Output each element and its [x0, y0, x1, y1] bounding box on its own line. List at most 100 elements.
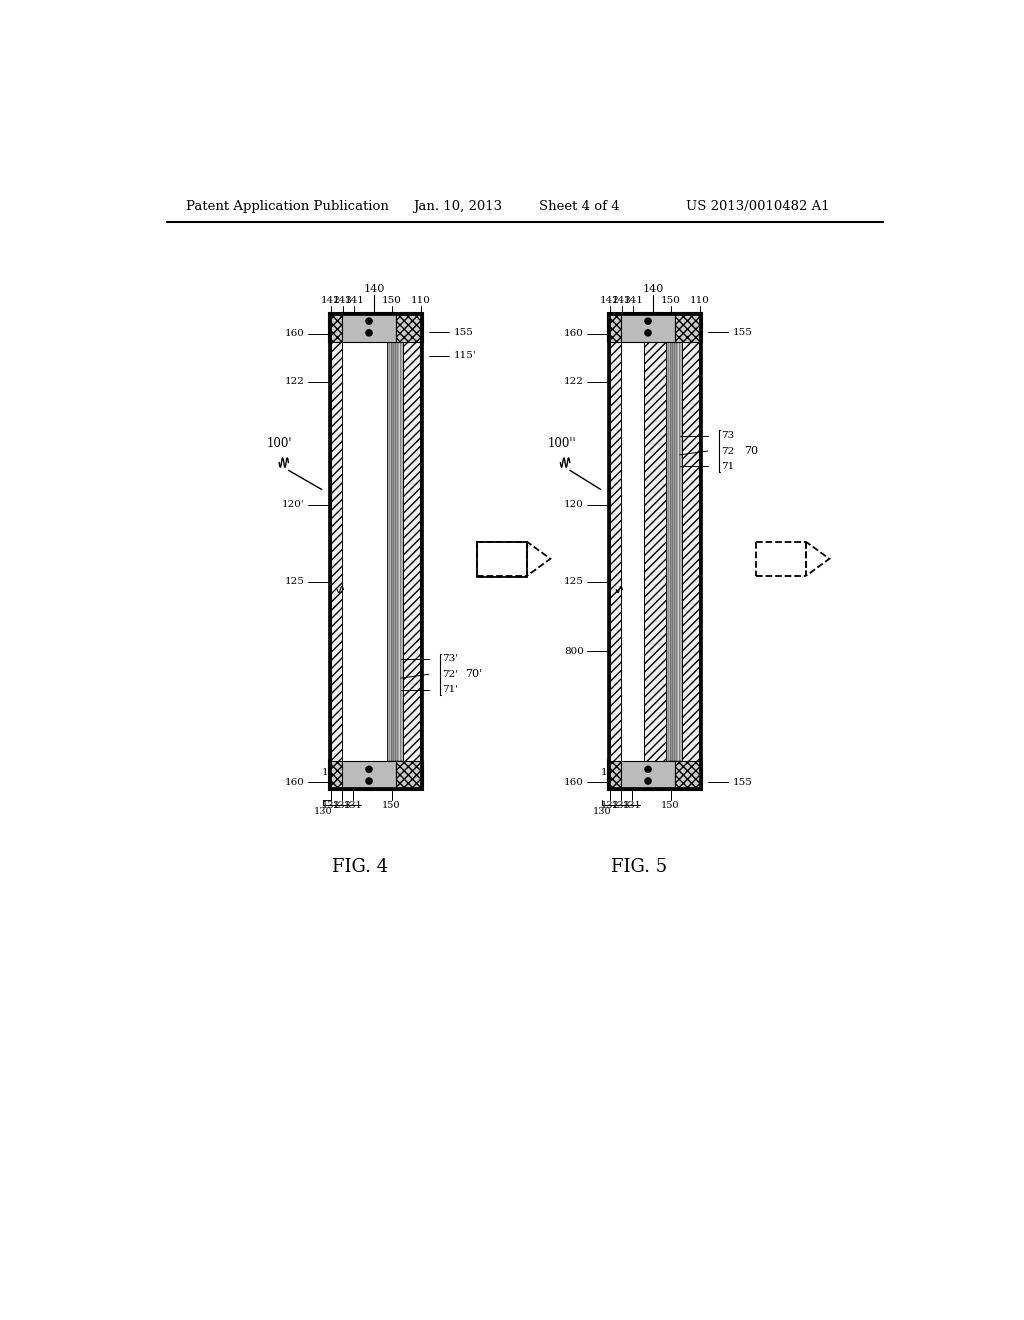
Text: 73': 73' — [442, 655, 458, 664]
Bar — [607, 313, 702, 315]
Bar — [342, 342, 387, 760]
Circle shape — [645, 777, 651, 784]
Bar — [328, 313, 331, 789]
Text: 72: 72 — [721, 446, 734, 455]
Bar — [391, 342, 394, 760]
Circle shape — [366, 330, 372, 337]
Bar — [477, 543, 527, 577]
Circle shape — [645, 766, 651, 772]
Bar — [394, 342, 396, 760]
Bar — [607, 313, 621, 342]
Bar — [678, 342, 680, 760]
Text: 121: 121 — [601, 768, 621, 777]
Text: 155: 155 — [732, 327, 753, 337]
Bar — [398, 342, 400, 760]
Text: 150: 150 — [662, 801, 680, 809]
Bar — [699, 313, 702, 789]
Text: 142: 142 — [600, 297, 620, 305]
Text: 133: 133 — [333, 801, 351, 809]
Text: 100': 100' — [266, 437, 292, 450]
Bar — [666, 342, 669, 760]
Text: Sheet 4 of 4: Sheet 4 of 4 — [539, 199, 620, 213]
Bar — [342, 760, 396, 789]
Text: 110: 110 — [690, 297, 710, 305]
Text: 70': 70' — [465, 669, 482, 680]
Bar — [477, 543, 527, 577]
Text: 140: 140 — [364, 284, 385, 294]
Circle shape — [366, 777, 372, 784]
Text: US 2013/0010482 A1: US 2013/0010482 A1 — [686, 199, 829, 213]
Circle shape — [645, 330, 651, 337]
Bar — [328, 787, 423, 789]
Text: 132: 132 — [601, 801, 620, 809]
Text: 141: 141 — [624, 297, 643, 305]
Bar — [621, 760, 675, 789]
Bar — [621, 313, 675, 342]
Bar — [328, 313, 342, 342]
Bar — [669, 342, 671, 760]
Bar — [621, 342, 644, 760]
Text: 100'': 100'' — [548, 437, 577, 450]
Text: 72': 72' — [442, 669, 458, 678]
Bar — [607, 313, 610, 789]
Text: 130: 130 — [314, 807, 333, 816]
Bar — [389, 342, 391, 760]
Bar — [644, 342, 666, 760]
Bar — [328, 313, 423, 315]
Text: 130: 130 — [593, 807, 611, 816]
Text: 160: 160 — [564, 777, 584, 787]
Text: 132: 132 — [322, 801, 340, 809]
Text: 120: 120 — [564, 500, 584, 510]
Text: 73: 73 — [721, 432, 734, 440]
Bar — [607, 787, 702, 789]
Bar — [387, 342, 389, 760]
Text: FIG. 5: FIG. 5 — [611, 858, 668, 875]
Circle shape — [366, 318, 372, 325]
Bar — [675, 760, 702, 789]
Text: 122: 122 — [285, 378, 305, 387]
Bar — [675, 313, 702, 342]
Text: FIG. 4: FIG. 4 — [333, 858, 388, 875]
Text: 150: 150 — [660, 297, 680, 305]
Text: 121: 121 — [322, 768, 342, 777]
Bar — [671, 342, 673, 760]
Text: 115': 115' — [454, 351, 476, 360]
Text: 800: 800 — [564, 647, 584, 656]
Bar — [675, 342, 678, 760]
Circle shape — [645, 318, 651, 325]
Text: 131: 131 — [343, 801, 362, 809]
Bar — [342, 313, 396, 342]
Bar — [400, 342, 403, 760]
Text: Jan. 10, 2013: Jan. 10, 2013 — [414, 199, 503, 213]
Text: 125: 125 — [564, 577, 584, 586]
Bar — [610, 342, 621, 760]
Text: 143: 143 — [333, 297, 352, 305]
Text: 120': 120' — [282, 500, 305, 510]
Text: 160: 160 — [564, 330, 584, 338]
Text: 142: 142 — [322, 297, 341, 305]
Text: 155: 155 — [454, 327, 473, 337]
Text: 110: 110 — [411, 297, 431, 305]
Text: Patent Application Publication: Patent Application Publication — [186, 199, 389, 213]
Text: 160: 160 — [285, 330, 305, 338]
Text: 131: 131 — [623, 801, 641, 809]
Bar — [396, 313, 423, 342]
Text: 140: 140 — [643, 284, 665, 294]
Bar — [396, 342, 398, 760]
Bar — [331, 342, 342, 760]
Text: 160: 160 — [285, 777, 305, 787]
Text: 71: 71 — [721, 462, 734, 471]
Text: 71': 71' — [442, 685, 458, 694]
Bar — [680, 342, 682, 760]
Bar — [420, 313, 423, 789]
Circle shape — [366, 766, 372, 772]
Text: 70: 70 — [744, 446, 758, 455]
Bar — [673, 342, 675, 760]
Text: 125: 125 — [285, 577, 305, 586]
Bar — [328, 760, 342, 789]
Text: 150: 150 — [382, 297, 401, 305]
Text: 150: 150 — [382, 801, 400, 809]
Text: 133: 133 — [611, 801, 631, 809]
Bar — [607, 760, 621, 789]
Bar — [396, 760, 423, 789]
